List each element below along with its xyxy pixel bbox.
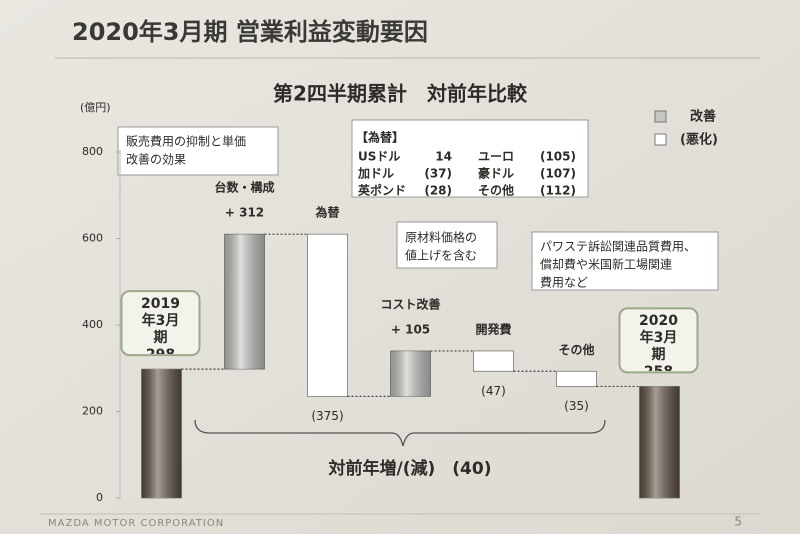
annotation-line: 費用など — [540, 275, 588, 290]
slide-title: 2020年3月期 営業利益変動要因 — [72, 18, 428, 46]
total-label: 2019年3月期298 — [122, 296, 200, 354]
value-label: 298 — [122, 347, 200, 354]
fx-cell: (112) — [540, 184, 576, 198]
category-label: コスト改善 — [380, 296, 440, 311]
total-box — [618, 307, 699, 374]
fx-cell: ユーロ — [478, 150, 514, 164]
brace — [194, 419, 606, 447]
page-number: 5 — [734, 515, 742, 529]
footer-company: MAZDA MOTOR CORPORATION — [48, 518, 224, 529]
fx-cell: (107) — [540, 167, 576, 181]
annotation-line: 償却費や米国新工場関連 — [540, 257, 672, 272]
annotation-line: 販売費用の抑制と単価 — [126, 134, 246, 149]
fx-cell: 加ドル — [357, 166, 394, 181]
fx-cell: その他 — [478, 183, 514, 198]
fx-cell: 豪ドル — [478, 166, 514, 181]
fx-cell: USドル — [358, 150, 400, 164]
bar-shading — [639, 386, 680, 498]
category-label: 台数・構成 — [214, 180, 274, 195]
y-tick-label: 0 — [96, 491, 103, 504]
legend-label: 改善 — [690, 109, 716, 125]
fx-cell: 英ポンド — [358, 183, 406, 198]
value-label: + 105 — [391, 322, 430, 336]
annotation-box — [396, 221, 498, 269]
category-label: 開発費 — [475, 321, 511, 336]
bar-shading — [141, 369, 182, 498]
bar — [307, 233, 348, 397]
bar-shading — [224, 234, 265, 370]
annotation-line: パワステ訴訟関連品質費用、 — [540, 239, 696, 254]
fx-cell: 14 — [435, 150, 452, 164]
legend-label: (悪化) — [680, 132, 718, 148]
y-tick-label: 800 — [82, 145, 103, 158]
value-label: (375) — [311, 409, 343, 423]
y-tick-label: 600 — [82, 232, 103, 245]
bar — [473, 350, 514, 372]
total-box — [120, 290, 201, 357]
value-label: 258 — [620, 364, 698, 371]
legend-swatch — [654, 133, 667, 146]
category-label: 為替 — [315, 205, 340, 220]
annotation-line: 値上げを含む — [405, 248, 477, 263]
annotation-box — [117, 126, 279, 176]
fx-cell: (28) — [424, 184, 452, 198]
total-text: 2020年3月期258 — [620, 313, 698, 371]
fx-cell: (37) — [424, 167, 452, 181]
summary: 対前年増/(減) (40) — [328, 458, 492, 479]
fx-cell: (105) — [540, 150, 576, 164]
category-label: 2020年3月期 — [639, 313, 678, 364]
value-label: (35) — [564, 399, 589, 413]
y-axis-label: (億円) — [80, 101, 111, 114]
category-label: その他 — [558, 342, 594, 357]
y-tick-label: 200 — [82, 405, 103, 418]
total-label: 2020年3月期258 — [620, 313, 698, 371]
chart-title: 第2四半期累計 対前年比較 — [273, 82, 528, 106]
annotation-box — [531, 231, 719, 291]
total-text: 2019年3月期298 — [122, 296, 200, 354]
fx-title: 【為替】 — [356, 130, 404, 145]
category-label: 2019年3月期 — [141, 296, 180, 347]
annotation-line: 原材料価格の — [405, 230, 477, 245]
y-tick-label: 400 — [82, 318, 103, 331]
bar-shading — [390, 350, 431, 397]
annotation-line: 改善の効果 — [126, 152, 186, 167]
legend-swatch — [654, 110, 667, 123]
value-label: (47) — [481, 384, 506, 398]
fx-box — [351, 119, 589, 198]
bar — [556, 370, 597, 387]
value-label: + 312 — [225, 206, 264, 220]
